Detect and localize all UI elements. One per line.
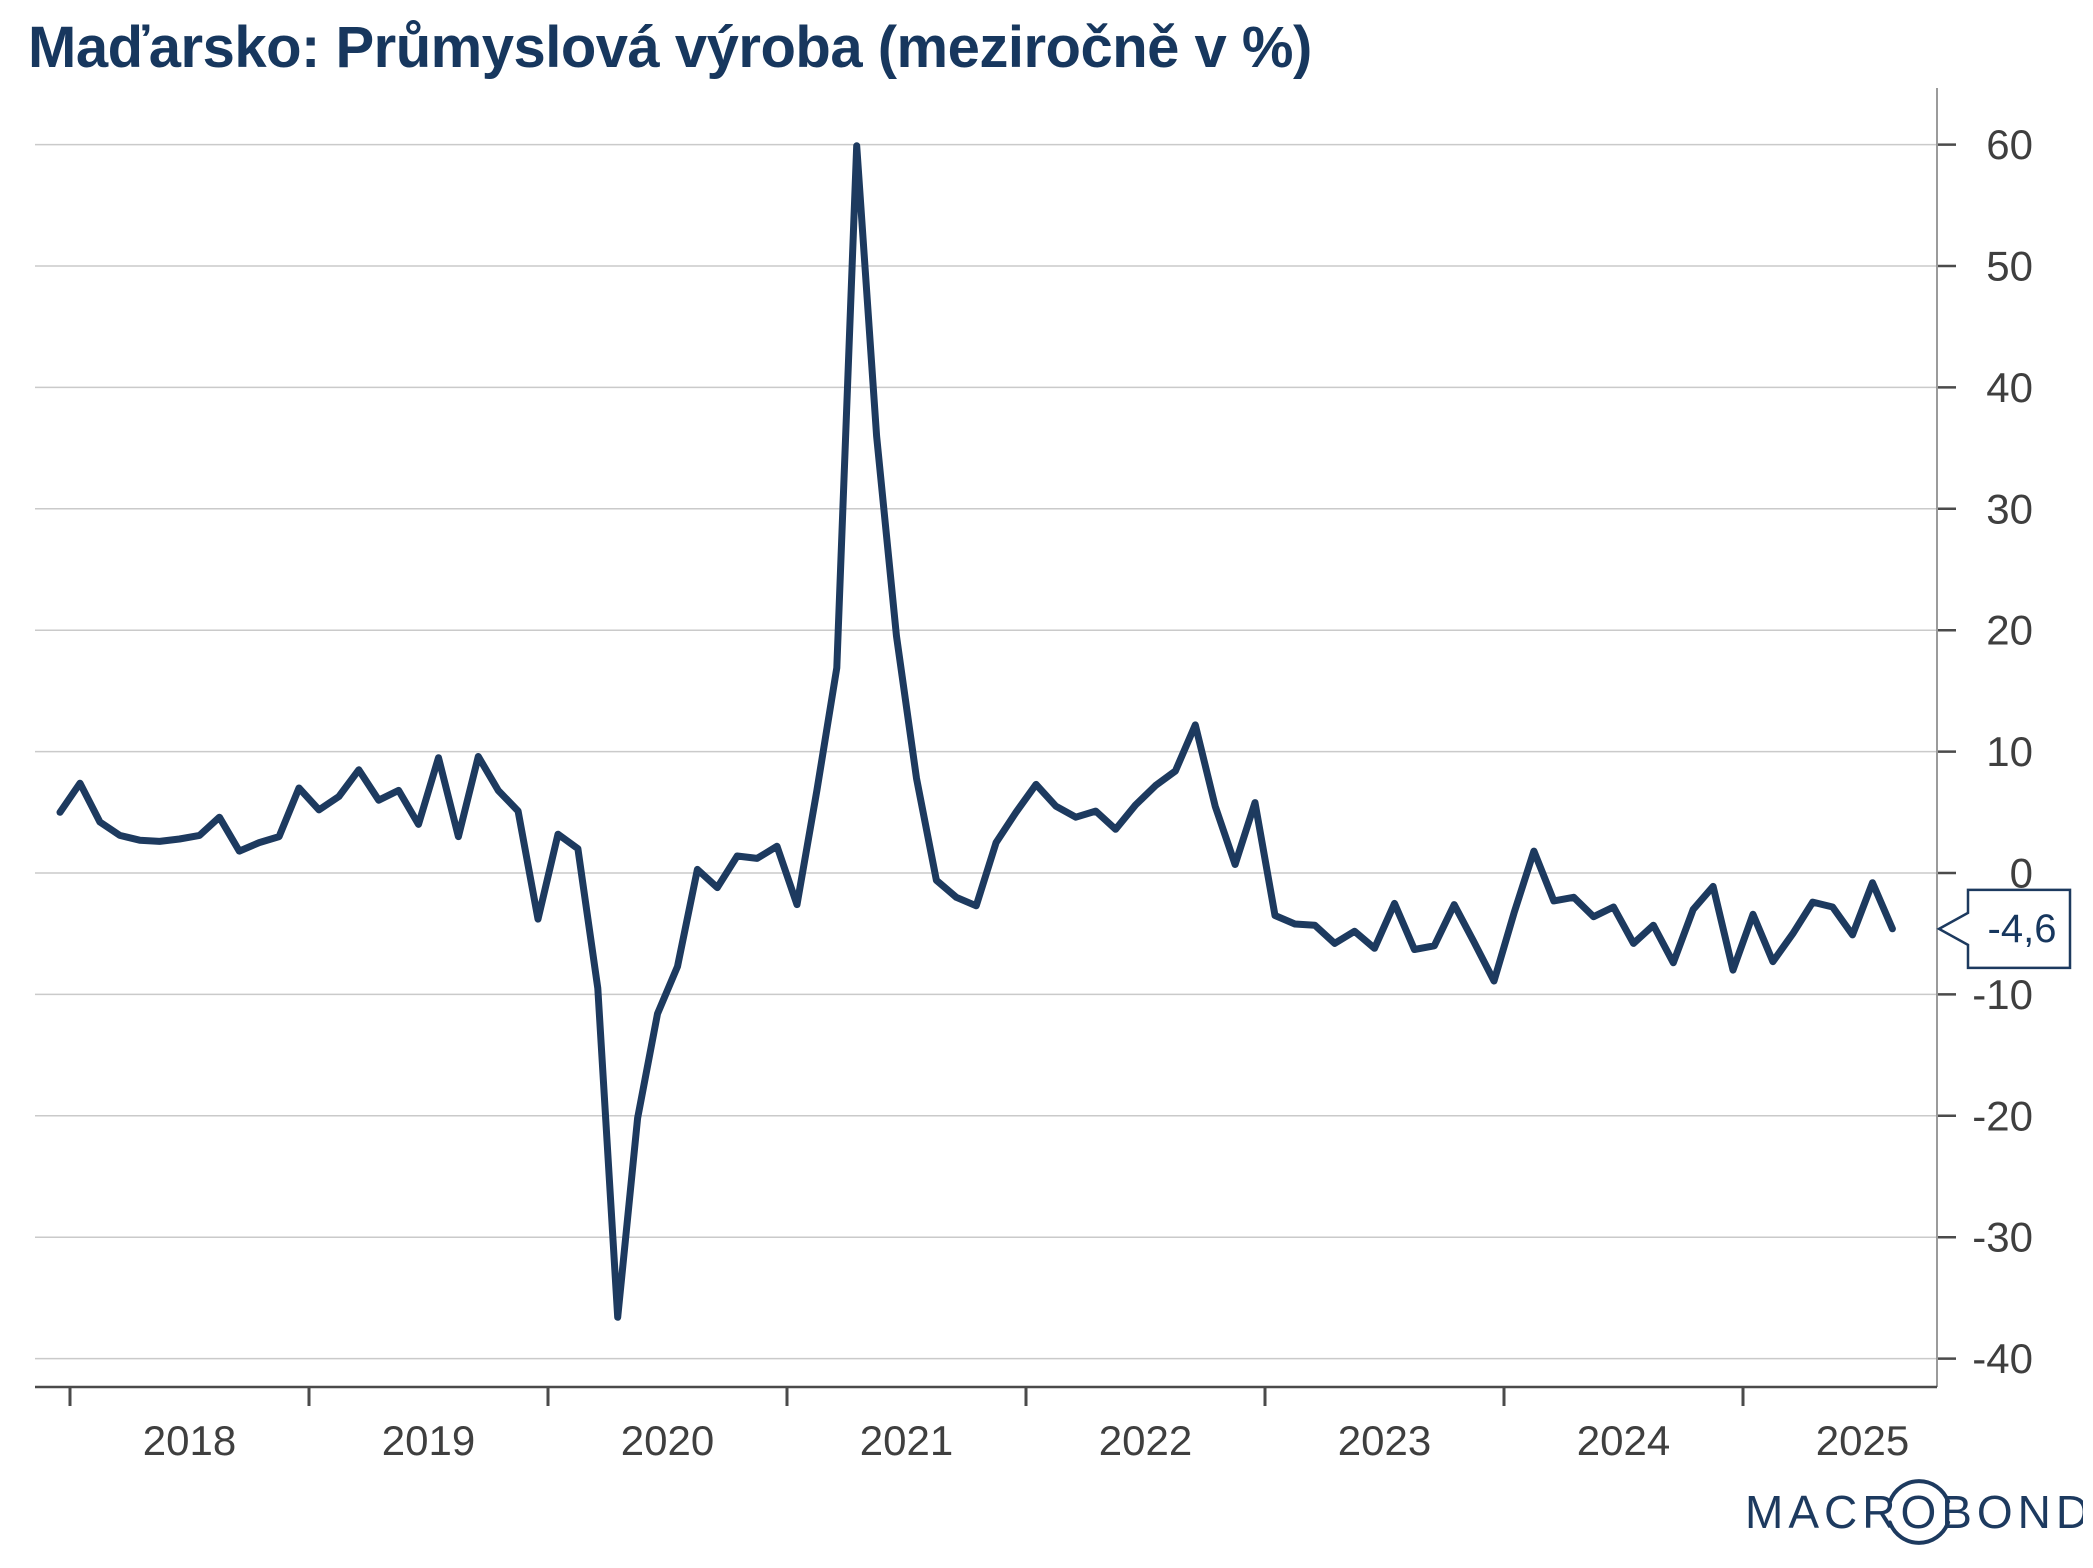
y-axis-label: 10 (1986, 728, 2033, 775)
y-axis-label: -20 (1972, 1092, 2033, 1139)
y-axis-label: 20 (1986, 607, 2033, 654)
y-axis-label: -40 (1972, 1335, 2033, 1382)
data-series-line (56, 142, 1896, 1321)
x-axis-label: 2021 (860, 1417, 953, 1464)
x-axis-label: 2019 (382, 1417, 475, 1464)
chart-title: Maďarsko: Průmyslová výroba (meziročně v… (28, 15, 1312, 80)
gridlines-layer (35, 143, 1937, 1360)
axis-labels-layer: 60 50 40 30 20 10 0 -10 -20 -30 -40 2018 2019 2020 202… (143, 121, 2033, 1464)
x-axis-label: 2022 (1099, 1417, 1192, 1464)
last-value-callout (1936, 888, 2072, 970)
y-axis-label: -10 (1972, 971, 2033, 1018)
macrobond-logo: MACROBOND (1745, 1479, 2083, 1545)
x-axis-label: 2024 (1577, 1417, 1670, 1464)
logo-bottom-arc-icon (1887, 1520, 1951, 1545)
y-axis-label: 50 (1986, 243, 2033, 290)
y-axis-label: 40 (1986, 364, 2033, 411)
data-series-layer (56, 142, 1896, 1321)
logo-top-arc-icon (1887, 1479, 1951, 1504)
logo-text: MACROBOND (1745, 1486, 2083, 1538)
y-axis-label: -30 (1972, 1214, 2033, 1261)
x-axis-label: 2020 (621, 1417, 714, 1464)
x-axis-label: 2025 (1816, 1417, 1909, 1464)
x-axis-label: 2018 (143, 1417, 236, 1464)
last-value-label: -4,6 (1988, 907, 2057, 951)
y-axis-label: 0 (2010, 850, 2033, 897)
y-axis-label: 30 (1986, 485, 2033, 532)
axes-layer (35, 88, 1956, 1406)
last-value-callout-layer: -4,6 (1936, 888, 2072, 970)
y-axis-label: 60 (1986, 121, 2033, 168)
x-axis-label: 2023 (1338, 1417, 1431, 1464)
